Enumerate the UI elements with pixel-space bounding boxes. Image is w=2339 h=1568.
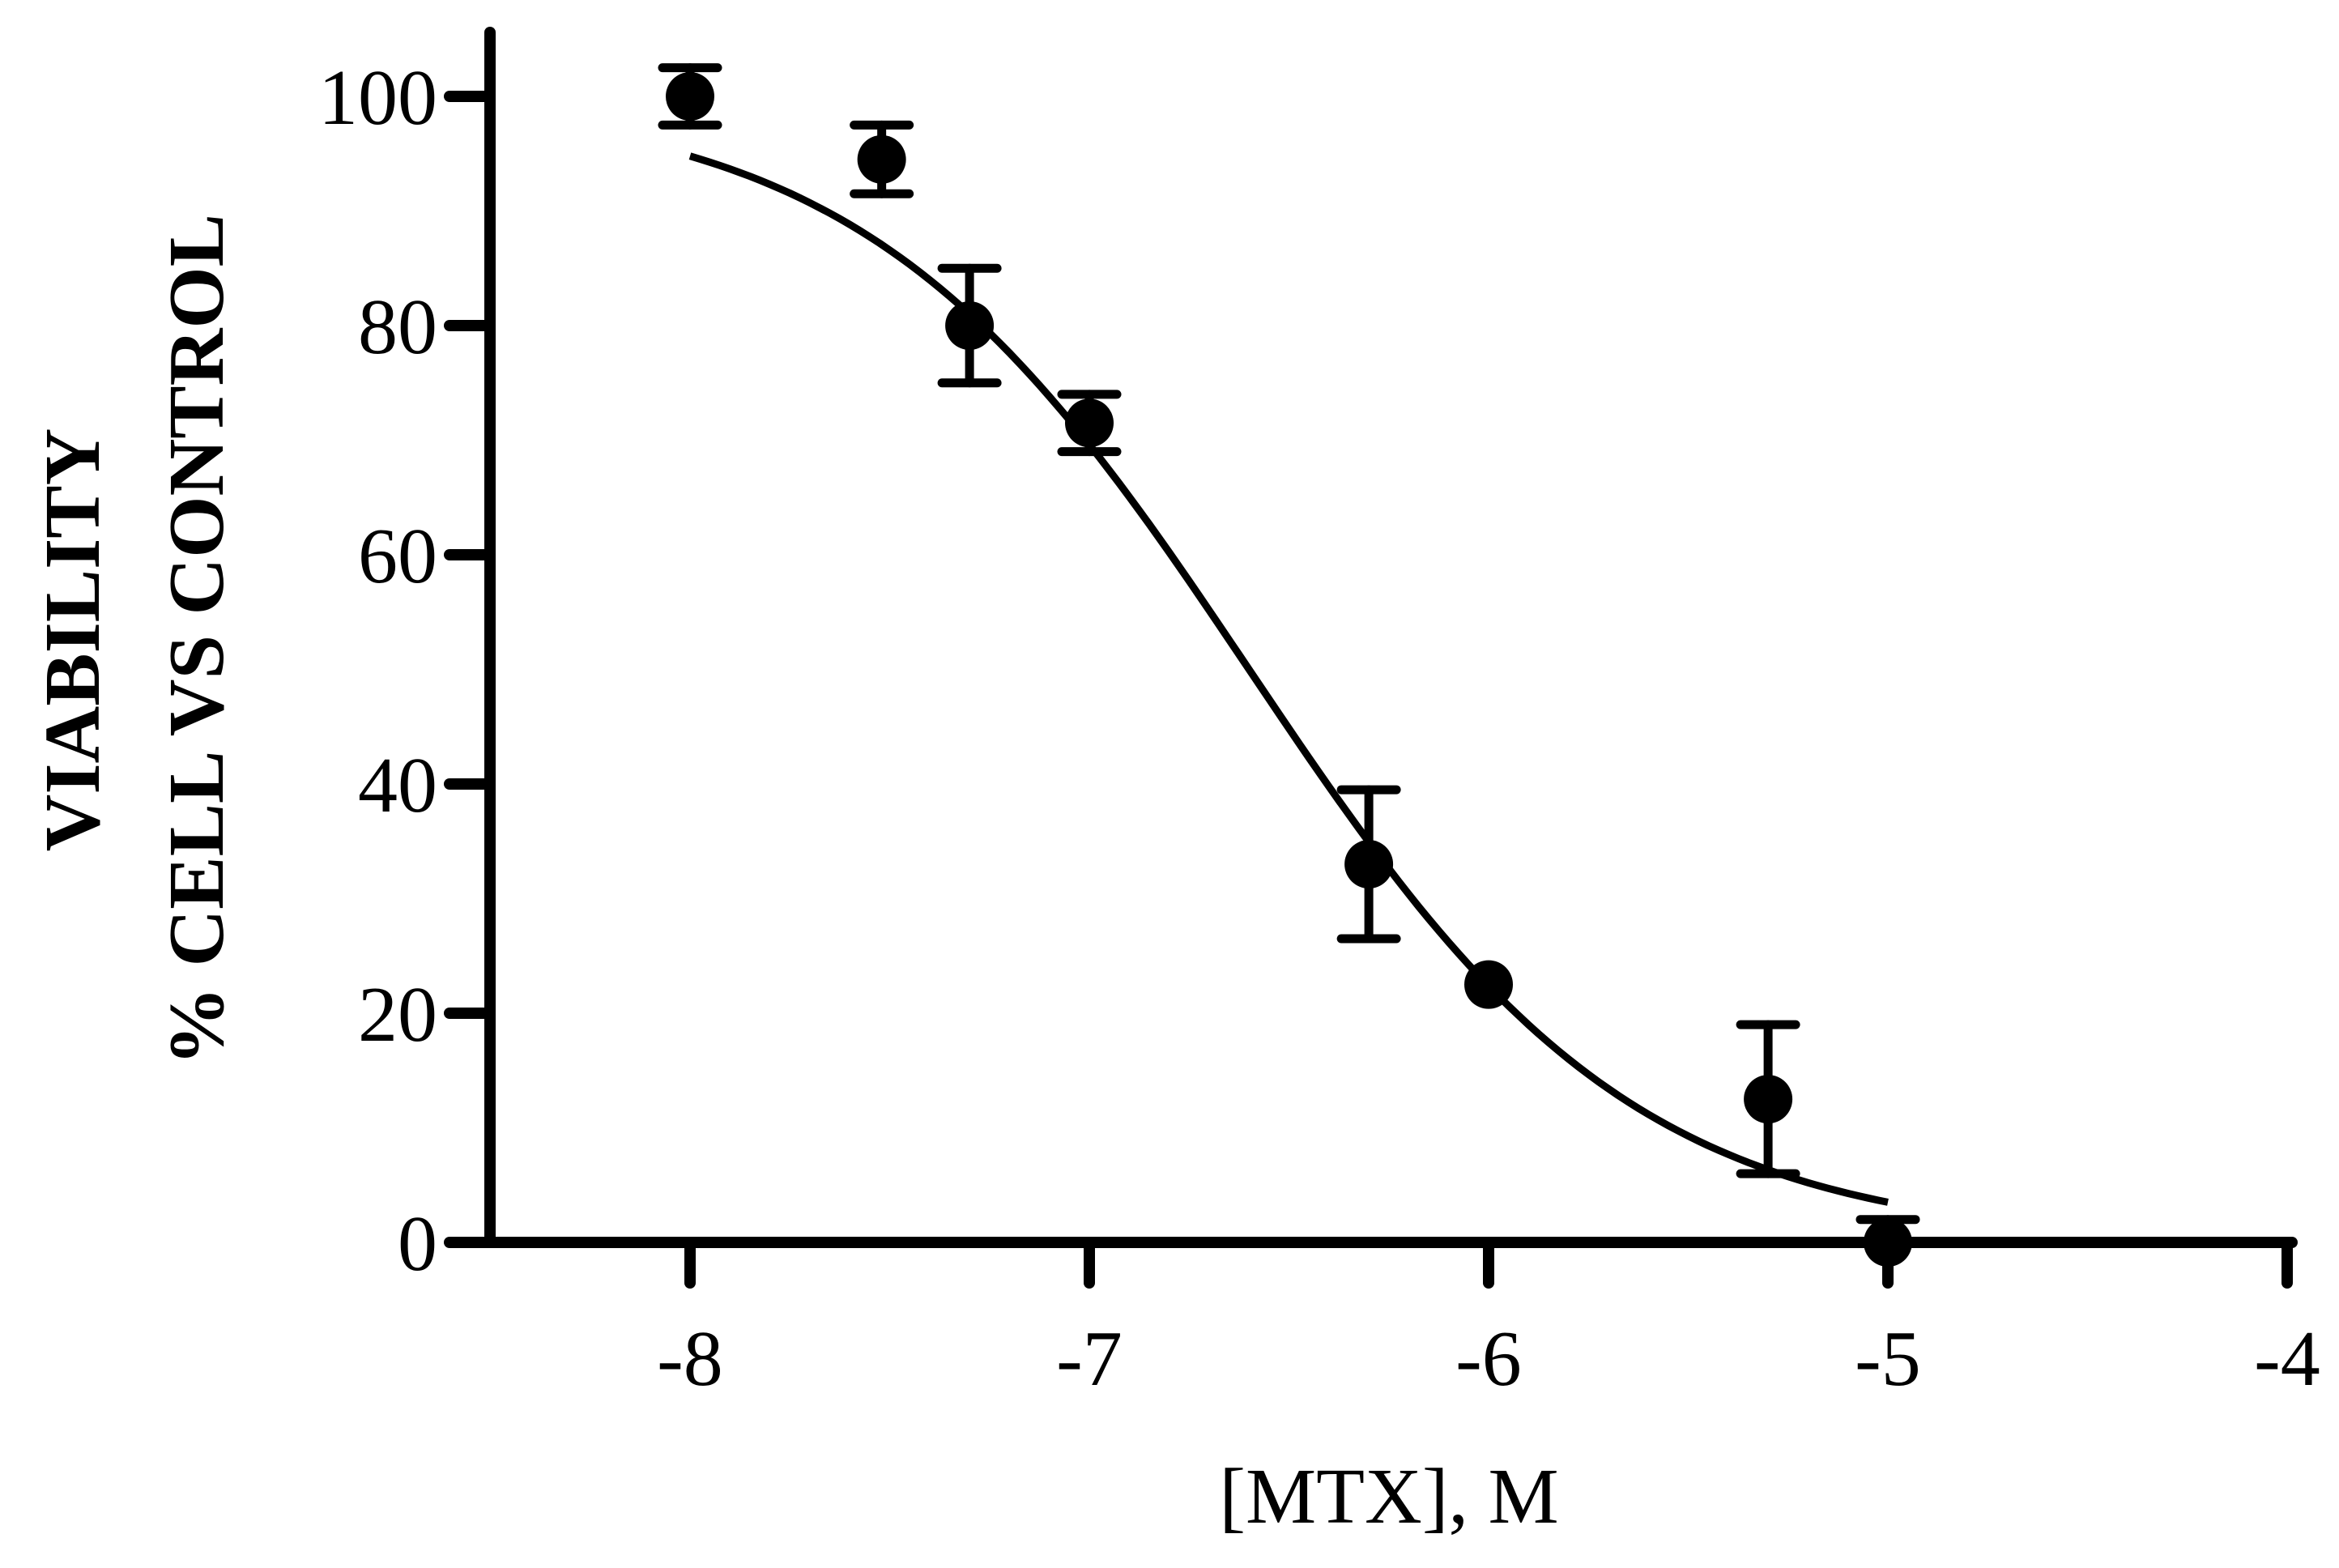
fit-curve: [688, 152, 1889, 1206]
x-tick-label: -5: [1855, 1315, 1921, 1403]
data-point-group: [937, 263, 1002, 388]
data-point: [666, 72, 714, 121]
y-axis-title-line-1: VIABILITY: [29, 428, 117, 852]
y-tick-label: 20: [358, 971, 437, 1059]
y-tick-label: 40: [358, 742, 437, 829]
data-point: [945, 301, 995, 350]
x-tick-label: -8: [657, 1315, 723, 1403]
data-point-group: [850, 120, 914, 198]
x-axis-title: [MTX], M: [1219, 1453, 1558, 1540]
x-tick-label: -6: [1455, 1315, 1522, 1403]
x-tick-label: -4: [2254, 1315, 2320, 1403]
tick-labels: 0 20 40 60 80 100 -8 -7 -6 -5 -4: [318, 54, 2320, 1403]
y-tick-label: 100: [318, 54, 437, 142]
axes: [448, 27, 2298, 1248]
y-tick-label: 80: [358, 283, 437, 371]
data-point: [1744, 1075, 1793, 1124]
data-point: [1864, 1218, 1912, 1267]
data-point: [1344, 840, 1394, 889]
x-tick-label: -7: [1056, 1315, 1123, 1403]
data-point-group: [1057, 390, 1122, 457]
y-axis-title: VIABILITY % CELL VS CONTROL: [29, 214, 241, 1066]
data-point-group: [1855, 1215, 1920, 1267]
y-tick-label: 0: [398, 1200, 437, 1288]
y-axis-title-line-2: % CELL VS CONTROL: [153, 214, 241, 1066]
data-point: [1065, 398, 1114, 448]
data-point-group: [1736, 1020, 1800, 1178]
data-point-group: [658, 63, 722, 130]
data-points-layer: [658, 63, 1920, 1267]
y-tick-label: 60: [358, 513, 437, 600]
data-point-group: [1336, 785, 1401, 944]
data-point: [857, 134, 906, 184]
ticks: [444, 91, 2293, 1289]
fit-curve-layer: [688, 152, 1889, 1206]
data-point: [1464, 960, 1513, 1009]
data-point-group: [1464, 960, 1513, 1009]
